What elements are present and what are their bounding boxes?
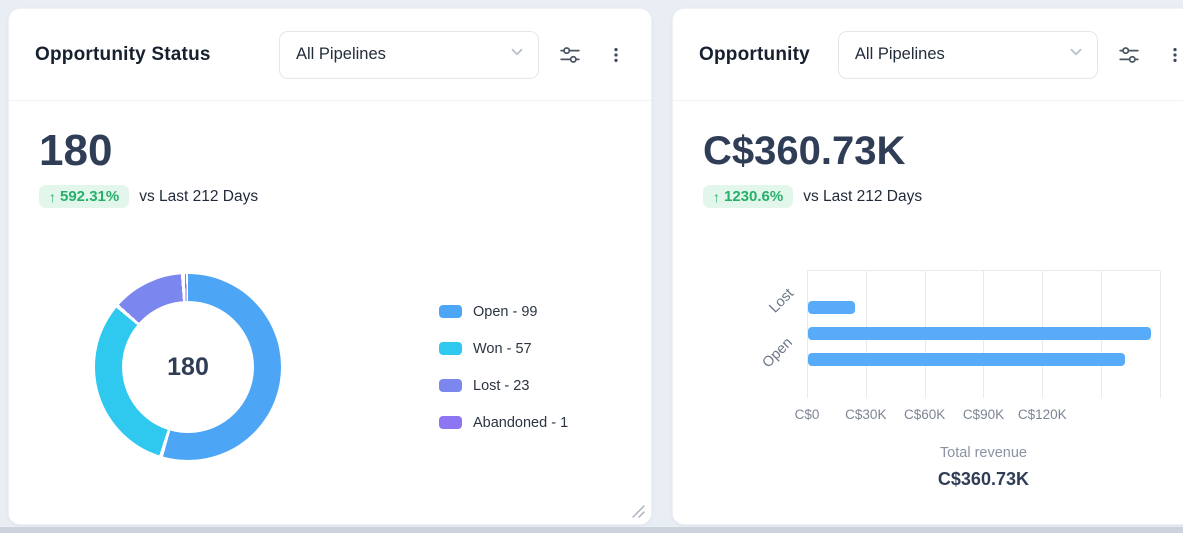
gridline: [1159, 271, 1161, 398]
legend-label: Abandoned - 1: [473, 414, 569, 431]
metric-value: C$360.73K: [703, 129, 906, 173]
card-header: Opportunity All Pipelines: [673, 9, 1183, 101]
bar-open[interactable]: [808, 353, 1126, 366]
change-value: 592.31%: [60, 188, 120, 205]
more-options-icon[interactable]: [1160, 39, 1183, 71]
more-options-icon[interactable]: [601, 39, 631, 71]
up-arrow-icon: ↑: [713, 188, 720, 205]
up-arrow-icon: ↑: [49, 188, 56, 205]
x-axis-tick: C$30K: [845, 407, 887, 422]
x-axis-title: Total revenue: [939, 445, 1027, 461]
x-axis-tick: C$90K: [962, 407, 1005, 422]
bar-lost[interactable]: [808, 301, 856, 314]
x-axis-tick: C$120K: [1017, 407, 1067, 422]
change-badge: ↑ 592.31%: [39, 185, 130, 208]
metric-sub: ↑ 1230.6% vs Last 212 Days: [703, 185, 1183, 208]
change-value: 1230.6%: [724, 188, 784, 205]
filter-settings-icon[interactable]: [1112, 38, 1146, 72]
card-title: Opportunity: [699, 43, 810, 65]
bottom-strip: [0, 527, 1183, 533]
x-axis-tick: C$0: [794, 407, 820, 422]
legend-item[interactable]: Open - 99: [439, 304, 568, 320]
chart-footer: Total revenue C$360.73K: [807, 445, 1160, 490]
legend-swatch: [439, 379, 462, 392]
donut-center-label: 180: [167, 352, 209, 381]
donut-chart[interactable]: 180: [95, 274, 281, 460]
change-badge: ↑ 1230.6%: [703, 185, 794, 208]
resize-handle[interactable]: [630, 503, 646, 519]
card-header: Opportunity Status All Pipelines: [9, 9, 651, 101]
total-revenue-value: C$360.73K: [937, 469, 1029, 489]
legend-label: Open - 99: [473, 303, 538, 320]
card-body: 180 ↑ 592.31% vs Last 212 Days 180 Open …: [9, 101, 651, 524]
y-axis-label: Open: [759, 334, 796, 372]
chevron-down-icon: [1067, 43, 1085, 66]
y-axis-label: Lost: [765, 285, 797, 317]
pipelines-select-value: All Pipelines: [854, 45, 945, 63]
x-axis-tick: C$60K: [903, 407, 946, 422]
opportunity-status-card: Opportunity Status All Pipelines 180: [8, 8, 652, 525]
pipelines-select[interactable]: All Pipelines: [279, 30, 539, 79]
opportunity-card: Opportunity All Pipelines C$360.73K: [672, 8, 1183, 525]
legend-item[interactable]: Won - 57: [439, 341, 568, 357]
pipelines-select[interactable]: All Pipelines: [837, 30, 1098, 79]
card-title: Opportunity Status: [35, 43, 211, 65]
metric-sub: ↑ 592.31% vs Last 212 Days: [39, 185, 625, 208]
legend-swatch: [439, 342, 462, 355]
pipelines-select-value: All Pipelines: [296, 45, 386, 63]
compare-label: vs Last 212 Days: [139, 187, 259, 205]
metric-value: 180: [39, 126, 113, 175]
bar-chart: Lost Open C$0 C$30K C$60K C$90K C$120K Total …: [759, 270, 1161, 490]
bar-row-1[interactable]: [808, 327, 1152, 340]
legend-swatch: [439, 416, 462, 429]
chevron-down-icon: [508, 43, 526, 66]
card-body: C$360.73K ↑ 1230.6% vs Last 212 Days Los…: [673, 101, 1183, 524]
legend-swatch: [439, 305, 462, 318]
bar-plot: Lost Open: [759, 270, 1161, 398]
donut-row: 180 Open - 99 Won - 57 Lost - 23 Abandoned …: [39, 274, 625, 460]
legend-item[interactable]: Lost - 23: [439, 378, 568, 394]
donut-legend: Open - 99 Won - 57 Lost - 23 Abandoned - 1: [439, 283, 568, 452]
gridline: [807, 271, 808, 398]
legend-item[interactable]: Abandoned - 1: [439, 415, 568, 431]
compare-label: vs Last 212 Days: [803, 187, 923, 205]
x-axis-ticks: C$0 C$30K C$60K C$90K C$120K: [795, 407, 1160, 429]
legend-label: Won - 57: [473, 340, 532, 357]
filter-settings-icon[interactable]: [553, 38, 587, 72]
legend-label: Lost - 23: [473, 377, 530, 394]
